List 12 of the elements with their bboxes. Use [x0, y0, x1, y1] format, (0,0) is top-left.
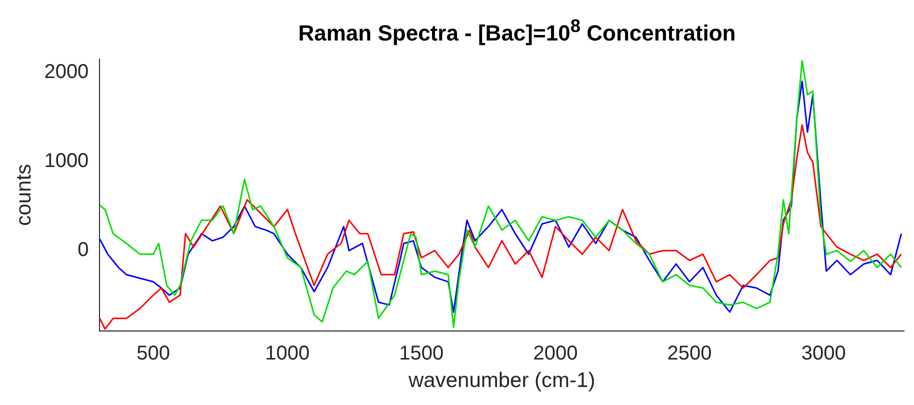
x-tick-label: 3000 — [801, 342, 846, 364]
y-axis-title: counts — [12, 164, 36, 226]
x-axis-title: wavenumber (cm-1) — [407, 369, 596, 392]
x-tick-label: 500 — [136, 342, 170, 364]
x-tick-label: 2000 — [533, 342, 578, 364]
x-tick-label: 1000 — [265, 342, 310, 364]
y-tick-label: 2000 — [44, 60, 89, 83]
y-tick-label: 0 — [78, 239, 89, 262]
y-tick-label: 1000 — [44, 150, 89, 172]
x-tick-label: 2500 — [667, 342, 712, 364]
x-tick-label: 1500 — [399, 342, 444, 364]
chart-title: Raman Spectra - [Bac]=10$^{8}$ Concentration — [297, 14, 737, 46]
